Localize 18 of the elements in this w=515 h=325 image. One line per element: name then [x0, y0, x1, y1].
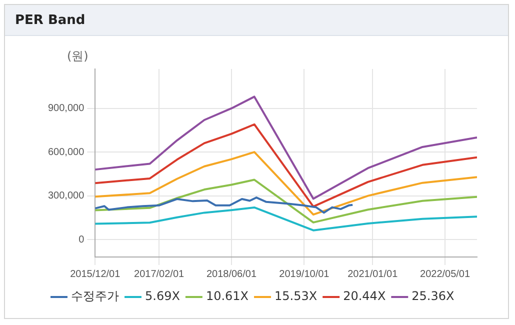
x-tick-label: 2018/06/01 — [206, 268, 257, 280]
y-tick-label: 0 — [78, 234, 85, 246]
chart-title: PER Band — [5, 5, 508, 36]
x-tick-label: 2015/12/01 — [70, 268, 121, 280]
legend-label: 수정주가 — [71, 289, 119, 304]
y-tick-label: 300,000 — [48, 190, 85, 202]
x-tick-label: 2019/10/01 — [279, 268, 330, 280]
legend-label: 25.36X — [412, 289, 454, 304]
x-tick-label: 2021/01/01 — [348, 268, 398, 280]
y-axis-title: (원) — [67, 49, 88, 64]
x-tick-label: 2022/05/01 — [420, 268, 470, 280]
x-tick-label: 2017/02/01 — [134, 268, 185, 280]
legend-label: 15.53X — [274, 289, 318, 304]
legend-label: 10.61X — [206, 289, 249, 304]
y-tick-label: 900,000 — [48, 103, 85, 114]
legend-label: 20.44X — [343, 289, 386, 304]
legend-label: 5.69X — [145, 289, 180, 304]
y-tick-label: 600,000 — [48, 146, 85, 158]
